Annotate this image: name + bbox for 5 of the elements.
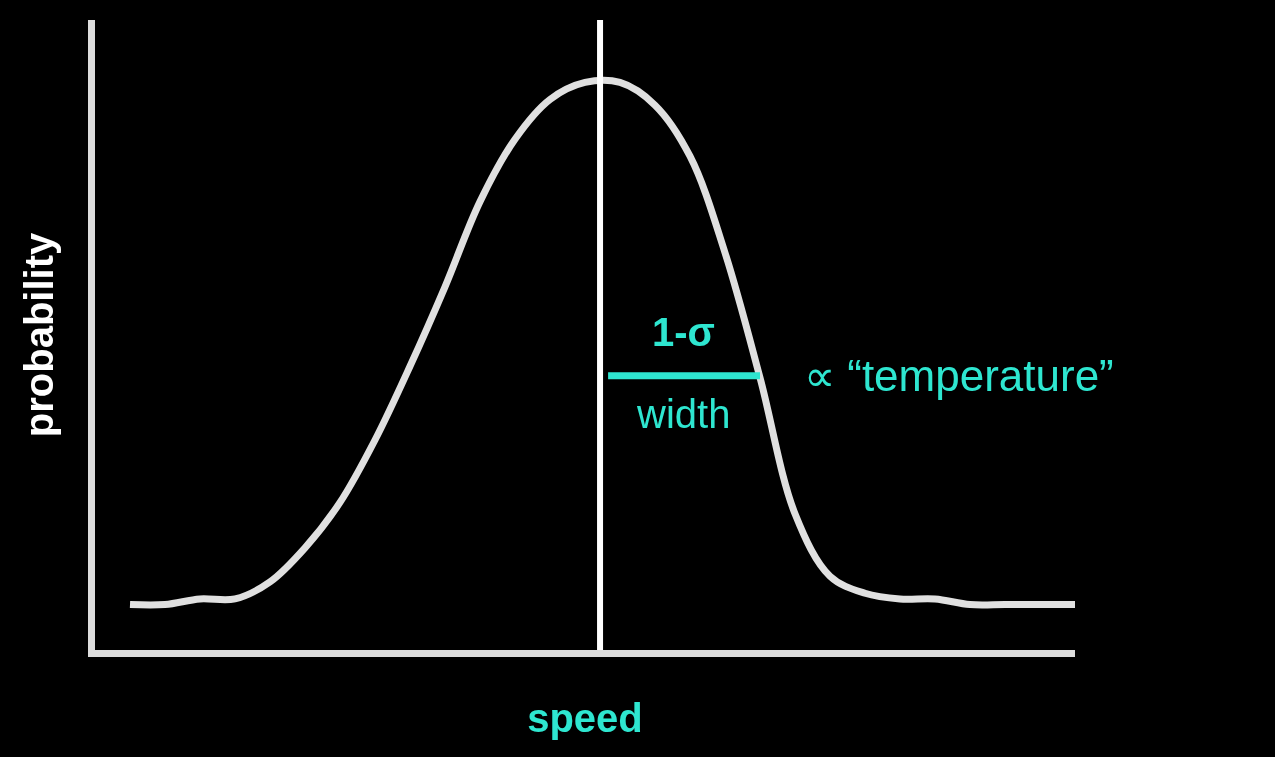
y-axis-title: probability xyxy=(16,232,61,438)
annotation: ∝ “temperature” xyxy=(804,351,1114,400)
x-axis-title: speed xyxy=(527,695,643,740)
annotation: 1-σ xyxy=(652,310,715,354)
annotation: width xyxy=(636,392,731,436)
